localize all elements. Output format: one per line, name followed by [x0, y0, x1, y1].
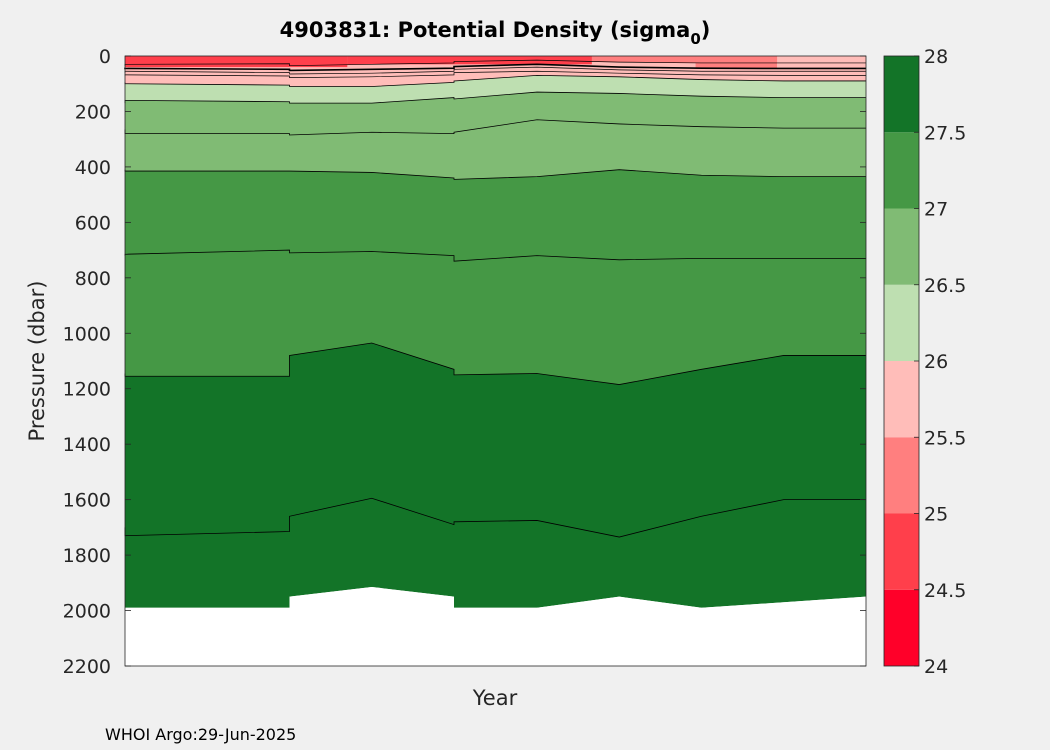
plot-fill-layer — [125, 56, 866, 666]
axes-layer: 0 200 400 600 800 1000 1200 1400 1600 1800 2000 220… — [63, 46, 867, 678]
y-tick-label: 1600 — [63, 490, 111, 512]
colorbar-tick-label: 24.5 — [924, 580, 966, 602]
colorbar-tick-label: 27 — [924, 199, 948, 221]
colorbar-swatch — [884, 361, 919, 438]
colorbar-swatch — [884, 132, 919, 209]
surface-contour-line-2 — [124, 59, 866, 67]
x-axis-label: Year — [472, 686, 518, 710]
contour-line-27.5 — [124, 497, 866, 538]
colorbar-tick-label: 26.5 — [924, 275, 966, 297]
surface-contour-line-1 — [124, 70, 866, 78]
colorbar-tick-label: 25 — [924, 504, 948, 526]
colorbar-tick-label: 27.5 — [924, 122, 966, 144]
y-axis-label: Pressure (dbar) — [25, 281, 49, 442]
footer-credit: WHOI Argo:29-Jun-2025 — [105, 725, 297, 744]
y-tick-label: 1400 — [63, 434, 111, 456]
contour-line-26.5 — [124, 119, 866, 136]
contour-line-26.9 — [124, 249, 866, 262]
colorbar: 24 24.5 25 25.5 26 26.5 27 27.5 28 — [883, 46, 966, 678]
no-data-region — [125, 586, 866, 666]
contour-line-layer — [124, 59, 866, 538]
colorbar-swatch — [884, 284, 919, 361]
surface-patch-0 — [125, 56, 348, 68]
colorbar-swatch — [884, 56, 919, 133]
y-tick-label: 200 — [75, 101, 111, 123]
plot-frame — [124, 55, 867, 667]
surface-contour-line-3 — [124, 63, 866, 72]
y-tick-label: 2200 — [63, 656, 111, 678]
surface-patch-1 — [347, 56, 592, 65]
colorbar-swatch — [884, 589, 919, 666]
colorbar-tick-label: 25.5 — [924, 427, 966, 449]
y-tick-label: 800 — [75, 268, 111, 290]
colorbar-tick-label: 28 — [924, 46, 948, 68]
colorbar-swatch — [884, 437, 919, 514]
colorbar-tick-label: 26 — [924, 351, 948, 373]
colorbar-swatch — [884, 513, 919, 590]
y-tick-label: 1000 — [63, 323, 111, 345]
colorbar-tick-label: 24 — [924, 656, 948, 678]
chart-title: 4903831: Potential Density (sigma0) — [280, 18, 711, 48]
y-tick-label: 1800 — [63, 545, 111, 567]
surface-patch-2 — [695, 56, 778, 69]
contour-line-26.3 — [124, 91, 866, 104]
y-tick-label: 0 — [99, 46, 111, 68]
contour-line-26.8 — [124, 169, 866, 180]
surface-contour-line-0 — [124, 66, 866, 75]
surface-patch-3 — [777, 56, 866, 69]
contour-line-26 — [124, 75, 866, 87]
y-tick-label: 600 — [75, 212, 111, 234]
contour-line-27 — [124, 342, 866, 385]
y-tick-label: 400 — [75, 157, 111, 179]
colorbar-swatch — [884, 208, 919, 285]
label-layer: 4903831: Potential Density (sigma0) Year P… — [25, 18, 710, 710]
y-tick-label: 2000 — [63, 601, 111, 623]
y-tick-label: 1200 — [63, 379, 111, 401]
